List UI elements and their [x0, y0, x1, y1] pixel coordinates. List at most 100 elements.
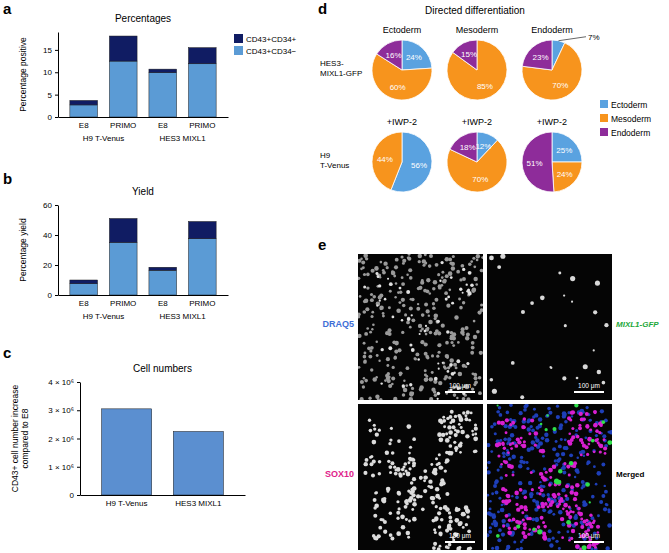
x-tick-label: PRIMO [110, 121, 136, 130]
texture-dot [448, 271, 453, 276]
texture-dot [462, 292, 464, 294]
data-label: 85% [477, 82, 493, 91]
texture-dot [561, 488, 565, 492]
texture-dot [523, 440, 526, 443]
texture-dot [561, 452, 565, 456]
texture-dot [397, 491, 401, 495]
texture-dot [465, 434, 469, 438]
texture-dot [396, 531, 401, 536]
texture-dot [437, 398, 439, 400]
texture-dot [508, 457, 512, 461]
x-tick: H9 T-Venus [106, 495, 148, 508]
pie-title: +IWP-2 [537, 117, 567, 127]
texture-dot [508, 527, 511, 530]
texture-dot [449, 261, 453, 265]
slices: EctodermMesoderm [372, 132, 432, 192]
texture-dot [433, 390, 437, 394]
pie-slice: Endoderm [522, 132, 554, 192]
texture-dot [437, 462, 440, 465]
texture-dot [538, 486, 541, 489]
texture-dot [474, 427, 478, 431]
texture-dot [445, 341, 449, 345]
texture-dot [566, 465, 570, 469]
data-label: 60% [390, 83, 406, 92]
image-texture [487, 404, 612, 550]
panel-title: Directed differentiation [425, 5, 525, 16]
texture-dot [449, 421, 452, 424]
texture-dot [568, 539, 571, 542]
texture-dot [493, 422, 497, 426]
texture-dot [375, 537, 379, 541]
scale-bar-label: 100 μm [578, 382, 600, 390]
bar [149, 267, 177, 270]
bar [102, 409, 152, 495]
y-axis-line [58, 33, 59, 118]
texture-dot [563, 446, 567, 450]
texture-dot [552, 447, 556, 451]
texture-dot [564, 420, 568, 424]
texture-dot [569, 418, 572, 421]
texture-dot [416, 307, 420, 311]
texture-dot [409, 392, 414, 397]
texture-dot [593, 465, 596, 468]
texture-dot [447, 366, 450, 369]
texture-dot [459, 417, 464, 422]
texture-dot [437, 547, 441, 550]
y-tick-label: 40 [43, 231, 52, 240]
texture-dot [358, 334, 362, 338]
texture-dot [384, 298, 387, 301]
texture-dot [453, 441, 456, 444]
texture-dot [371, 311, 374, 314]
pie-slice: Ectoderm [402, 40, 432, 70]
texture-dot [368, 355, 372, 359]
texture-dot [589, 514, 592, 517]
texture-dot [379, 305, 383, 309]
y-tick-label: 0 [48, 113, 53, 122]
texture-dot [538, 492, 541, 495]
texture-dot [567, 440, 571, 444]
texture-dot [433, 542, 437, 546]
texture-dot [441, 271, 444, 274]
texture-dot [448, 516, 452, 520]
texture-dot [462, 526, 465, 529]
texture-dot [412, 502, 417, 507]
texture-dot [410, 481, 414, 485]
texture-dot [369, 349, 372, 352]
texture-dot [406, 531, 411, 536]
data-label: 24% [406, 53, 422, 62]
texture-dot [400, 255, 403, 258]
data-label: 12% [475, 142, 491, 151]
texture-dot [576, 507, 580, 511]
texture-dot [504, 438, 507, 441]
texture-dot [370, 346, 374, 350]
texture-dot [521, 511, 524, 514]
texture-dot [372, 295, 376, 299]
texture-dot [363, 377, 366, 380]
texture-dot [450, 451, 454, 455]
texture-dot [393, 466, 396, 469]
texture-dot [564, 324, 567, 327]
texture-dot [409, 343, 412, 346]
texture-dot [474, 380, 478, 384]
texture-dot [431, 371, 434, 374]
texture-dot [376, 305, 378, 307]
texture-dot [440, 261, 443, 264]
texture-dot [585, 412, 589, 416]
texture-dot [475, 283, 478, 286]
texture-dot [531, 488, 534, 491]
texture-dot [403, 388, 407, 392]
texture-dot [500, 463, 503, 466]
texture-dot [424, 369, 427, 372]
pie-title: +IWP-2 [387, 117, 417, 127]
texture-dot [409, 276, 413, 280]
texture-dot [504, 499, 509, 504]
texture-dot [540, 295, 545, 300]
texture-dot [561, 523, 565, 527]
texture-dot [411, 348, 415, 352]
texture-dot [445, 492, 449, 496]
texture-dot [574, 404, 578, 408]
texture-dot [426, 289, 430, 293]
texture-dot [493, 484, 497, 488]
texture-dot [419, 476, 423, 480]
texture-dot [457, 508, 460, 511]
